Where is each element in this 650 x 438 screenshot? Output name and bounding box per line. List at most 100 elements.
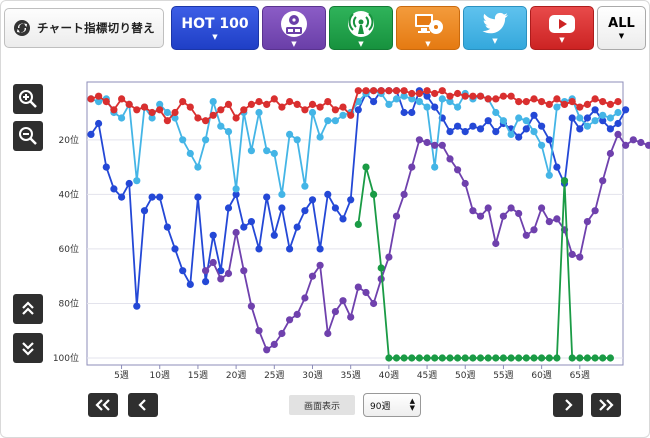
data-point-sales[interactable] xyxy=(255,327,263,335)
data-point-youtube[interactable] xyxy=(591,95,599,103)
data-point-sales[interactable] xyxy=(545,218,553,226)
data-point-sales[interactable] xyxy=(301,294,309,302)
data-point-youtube[interactable] xyxy=(568,98,576,106)
data-point-radio[interactable] xyxy=(362,163,370,171)
data-point-youtube[interactable] xyxy=(156,106,164,114)
data-point-hot[interactable] xyxy=(133,302,141,310)
data-point-youtube[interactable] xyxy=(316,103,324,111)
data-point-hot[interactable] xyxy=(599,117,607,125)
data-point-youtube[interactable] xyxy=(163,117,171,125)
data-point-youtube[interactable] xyxy=(194,114,202,122)
data-point-youtube[interactable] xyxy=(95,92,103,100)
data-point-sales[interactable] xyxy=(614,130,622,138)
data-point-youtube[interactable] xyxy=(270,95,278,103)
data-point-twitter[interactable] xyxy=(408,95,416,103)
data-point-radio[interactable] xyxy=(400,354,408,362)
data-point-youtube[interactable] xyxy=(545,100,553,108)
chart-metric-switch-button[interactable]: チャート指標切り替え xyxy=(4,8,164,48)
data-point-hot[interactable] xyxy=(484,117,492,125)
data-point-sales[interactable] xyxy=(415,136,423,144)
data-point-hot[interactable] xyxy=(224,204,233,212)
data-point-radio[interactable] xyxy=(484,354,492,362)
data-point-youtube[interactable] xyxy=(392,87,401,95)
data-point-hot[interactable] xyxy=(102,163,110,171)
data-point-sales[interactable] xyxy=(583,218,592,226)
data-point-radio[interactable] xyxy=(469,354,477,362)
data-point-twitter[interactable] xyxy=(438,95,446,103)
data-point-hot[interactable] xyxy=(576,125,584,133)
data-point-hot[interactable] xyxy=(469,122,477,130)
data-point-twitter[interactable] xyxy=(186,149,194,158)
data-point-youtube[interactable] xyxy=(301,106,309,114)
data-point-hot[interactable] xyxy=(606,125,615,133)
data-point-hot[interactable] xyxy=(270,231,278,239)
data-point-hot[interactable] xyxy=(156,193,164,201)
data-point-twitter[interactable] xyxy=(232,185,240,193)
data-point-twitter[interactable] xyxy=(171,114,179,122)
data-point-youtube[interactable] xyxy=(286,98,294,106)
data-point-twitter[interactable] xyxy=(324,117,332,125)
data-point-twitter[interactable] xyxy=(576,114,584,122)
data-point-youtube[interactable] xyxy=(278,103,286,111)
data-point-twitter[interactable] xyxy=(339,111,347,119)
data-point-sales[interactable] xyxy=(568,250,576,258)
data-point-sales[interactable] xyxy=(392,212,401,220)
data-point-youtube[interactable] xyxy=(438,87,446,95)
data-point-hot[interactable] xyxy=(339,215,347,223)
data-point-radio[interactable] xyxy=(492,354,500,362)
data-point-twitter[interactable] xyxy=(163,108,171,117)
zoom-in-button[interactable] xyxy=(13,84,43,114)
data-point-twitter[interactable] xyxy=(385,100,393,108)
data-point-radio[interactable] xyxy=(438,354,446,362)
next-button[interactable] xyxy=(553,393,583,417)
data-point-twitter[interactable] xyxy=(133,177,141,185)
data-point-radio[interactable] xyxy=(454,354,462,362)
data-point-radio[interactable] xyxy=(576,354,584,362)
data-point-sales[interactable] xyxy=(408,163,416,171)
data-point-hot[interactable] xyxy=(278,204,286,212)
data-point-sales[interactable] xyxy=(324,329,332,338)
data-point-youtube[interactable] xyxy=(446,92,454,100)
data-point-twitter[interactable] xyxy=(278,190,286,198)
data-point-sales[interactable] xyxy=(538,204,546,212)
data-point-hot[interactable] xyxy=(591,106,599,114)
data-point-twitter[interactable] xyxy=(507,130,515,138)
data-point-youtube[interactable] xyxy=(454,89,462,98)
data-point-youtube[interactable] xyxy=(507,92,515,100)
data-point-hot[interactable] xyxy=(461,128,469,136)
data-point-youtube[interactable] xyxy=(492,95,500,103)
data-point-twitter[interactable] xyxy=(194,163,202,171)
data-point-radio[interactable] xyxy=(560,177,569,185)
data-point-sales[interactable] xyxy=(331,308,339,316)
data-point-twitter[interactable] xyxy=(202,136,210,144)
data-point-radio[interactable] xyxy=(591,354,599,362)
data-point-hot[interactable] xyxy=(538,122,546,130)
data-point-youtube[interactable] xyxy=(362,87,370,95)
data-point-sales[interactable] xyxy=(232,228,240,237)
first-page-button[interactable] xyxy=(88,393,118,417)
data-point-hot[interactable] xyxy=(125,179,133,188)
data-point-sales[interactable] xyxy=(507,204,515,212)
data-point-hot[interactable] xyxy=(293,223,301,231)
data-point-twitter[interactable] xyxy=(118,114,126,122)
data-point-sales[interactable] xyxy=(606,149,615,158)
data-point-hot[interactable] xyxy=(553,163,561,171)
data-point-hot[interactable] xyxy=(583,114,592,122)
youtube-button[interactable]: ▼ xyxy=(530,6,594,50)
data-point-twitter[interactable] xyxy=(614,108,622,117)
data-point-sales[interactable] xyxy=(423,138,431,147)
data-point-youtube[interactable] xyxy=(347,111,355,119)
data-point-hot[interactable] xyxy=(255,245,263,253)
data-point-youtube[interactable] xyxy=(331,106,339,114)
data-point-sales[interactable] xyxy=(553,215,561,223)
data-point-youtube[interactable] xyxy=(217,106,225,114)
data-point-hot[interactable] xyxy=(622,106,630,114)
data-point-sales[interactable] xyxy=(202,267,210,275)
data-point-twitter[interactable] xyxy=(446,98,454,106)
data-point-sales[interactable] xyxy=(247,302,255,310)
data-point-hot[interactable] xyxy=(263,193,271,201)
scroll-down-button[interactable] xyxy=(13,333,43,363)
data-point-radio[interactable] xyxy=(392,354,401,362)
data-point-sales[interactable] xyxy=(362,288,370,297)
data-point-hot[interactable] xyxy=(163,223,171,231)
